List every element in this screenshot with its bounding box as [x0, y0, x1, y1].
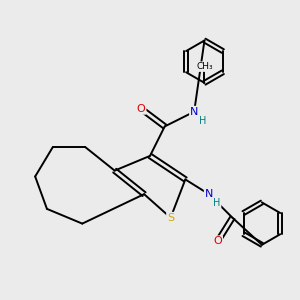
Text: H: H	[199, 116, 207, 126]
Text: CH₃: CH₃	[196, 62, 213, 71]
Text: S: S	[167, 213, 174, 223]
Text: O: O	[213, 236, 222, 246]
Text: H: H	[213, 198, 221, 208]
Text: N: N	[190, 107, 198, 117]
Text: O: O	[137, 104, 146, 114]
Text: N: N	[205, 189, 213, 199]
